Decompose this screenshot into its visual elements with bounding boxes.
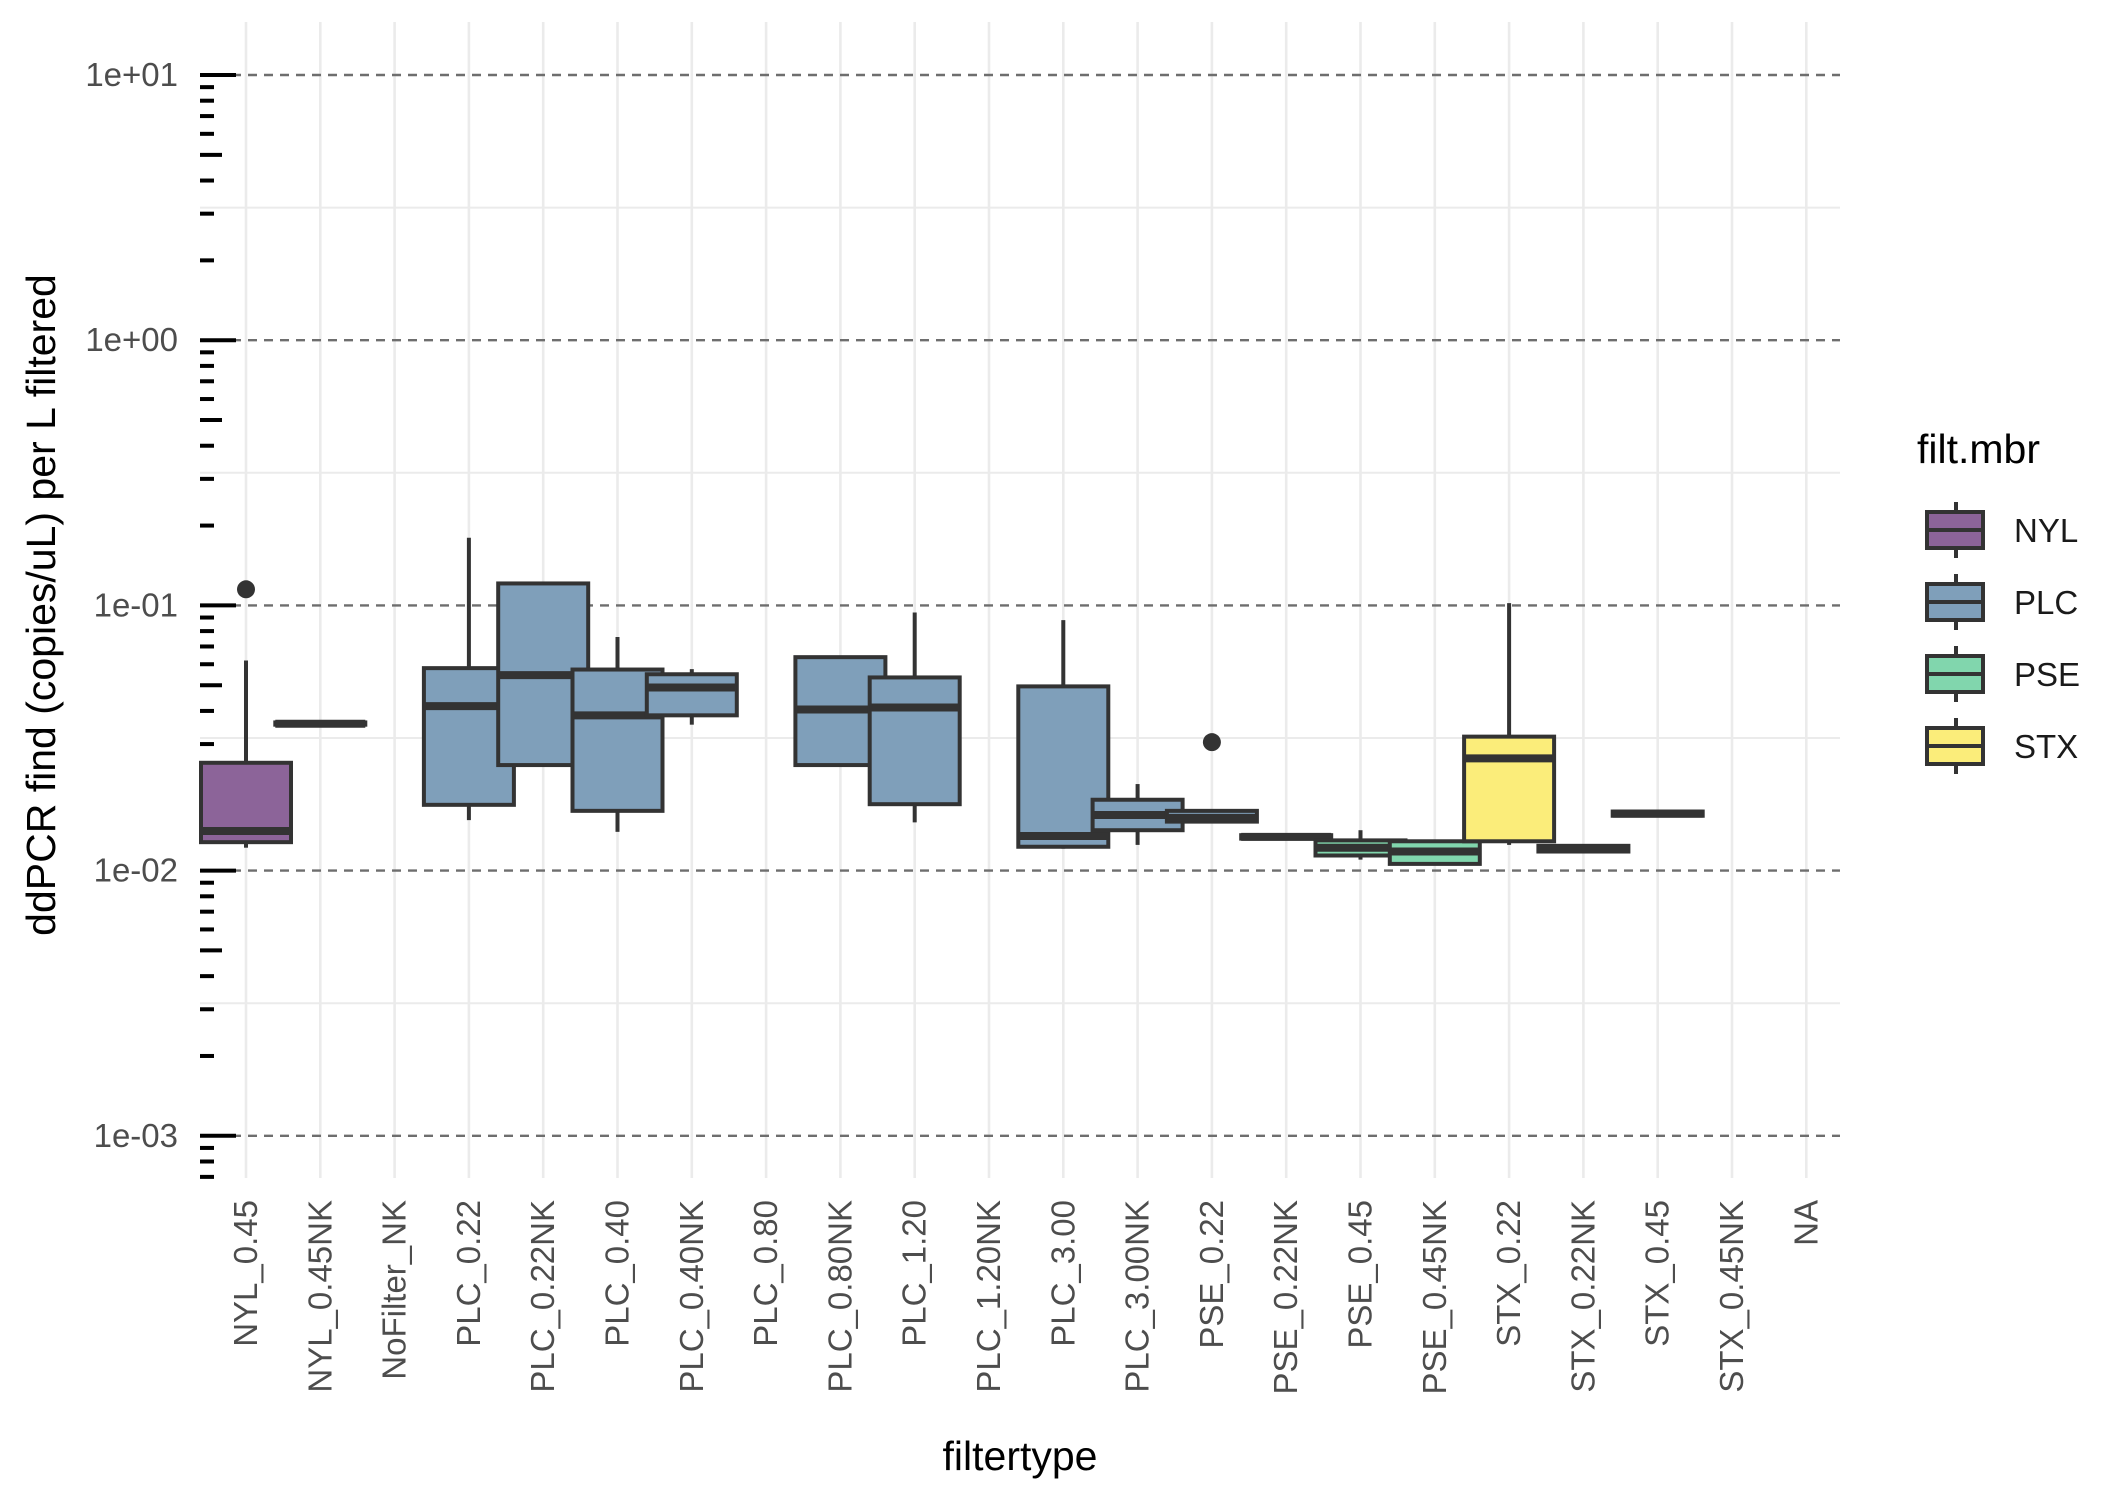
legend-item-stx: STX xyxy=(1925,718,2078,774)
x-tick-label: PLC_0.22 xyxy=(450,1200,487,1347)
box-PSE_0.22 xyxy=(1164,733,1259,824)
x-tick-label: PSE_0.22 xyxy=(1193,1200,1230,1349)
box-PSE_0.45NK xyxy=(1387,839,1482,866)
y-tick-labels: 1e+01 1e+00 1e-01 1e-02 1e-03 xyxy=(85,56,178,1154)
legend-items: NYL PLC PSE STX xyxy=(1925,502,2080,774)
box-PLC_0.40NK xyxy=(644,669,739,725)
y-tick-label: 1e+01 xyxy=(85,56,178,93)
x-axis-title: filtertype xyxy=(943,1433,1098,1479)
box-iqr xyxy=(644,672,739,718)
box-STX_0.45 xyxy=(1610,809,1705,818)
y-rug-layer xyxy=(200,73,236,1179)
x-tick-label: PLC_0.80NK xyxy=(821,1200,858,1393)
x-tick-label: STX_0.45NK xyxy=(1713,1200,1750,1393)
legend-label: NYL xyxy=(2014,512,2078,549)
y-axis-title: ddPCR find (copies/uL) per L filtered xyxy=(18,274,64,936)
x-tick-label: PLC_0.40 xyxy=(599,1200,636,1347)
outlier-point xyxy=(1202,733,1221,752)
grid-layer xyxy=(200,22,1840,1178)
box-NYL_0.45NK xyxy=(273,719,368,728)
x-tick-label: PSE_0.45NK xyxy=(1416,1200,1453,1394)
y-tick-label: 1e-01 xyxy=(94,586,178,623)
x-tick-label: PLC_1.20NK xyxy=(970,1200,1007,1393)
legend-item-pse: PSE xyxy=(1925,646,2080,702)
x-tick-label: PSE_0.45 xyxy=(1342,1200,1379,1349)
outlier-point xyxy=(237,580,255,599)
box-STX_0.22NK xyxy=(1536,843,1631,854)
box-PLC_1.20 xyxy=(867,612,962,823)
x-tick-label: PLC_0.22NK xyxy=(524,1200,561,1393)
x-tick-label: PLC_1.20 xyxy=(896,1200,933,1347)
legend-item-plc: PLC xyxy=(1925,574,2078,630)
box-iqr xyxy=(1462,734,1557,844)
legend-label: PLC xyxy=(2014,584,2078,621)
legend-title: filt.mbr xyxy=(1917,426,2040,472)
x-tick-label: NYL_0.45 xyxy=(227,1200,264,1347)
y-tick-label: 1e+00 xyxy=(85,321,178,358)
x-tick-label: STX_0.45 xyxy=(1639,1200,1676,1347)
box-PSE_0.22NK xyxy=(1239,832,1334,841)
x-tick-label: NA xyxy=(1787,1200,1824,1246)
x-tick-label: PLC_0.80 xyxy=(747,1200,784,1347)
x-tick-label: PLC_3.00 xyxy=(1044,1200,1081,1347)
y-tick-label: 1e-03 xyxy=(94,1117,178,1154)
x-tick-labels: NYL_0.45 NYL_0.45NK NoFilter_NK PLC_0.22 PLC… xyxy=(227,1200,1824,1394)
y-tick-label: 1e-02 xyxy=(94,852,178,889)
box-NYL_0.45 xyxy=(199,580,293,848)
legend-item-nyl: NYL xyxy=(1925,502,2078,558)
x-tick-label: STX_0.22NK xyxy=(1564,1200,1601,1393)
x-tick-label: NoFilter_NK xyxy=(376,1200,413,1380)
x-tick-label: NYL_0.45NK xyxy=(301,1200,338,1393)
legend: filt.mbr NYL PLC PSE STX xyxy=(1917,426,2080,774)
x-tick-label: PLC_3.00NK xyxy=(1119,1200,1156,1393)
legend-label: STX xyxy=(2014,728,2078,765)
box-STX_0.22 xyxy=(1462,603,1557,845)
box-iqr xyxy=(867,675,962,807)
legend-label: PSE xyxy=(2014,656,2080,693)
x-tick-label: STX_0.22 xyxy=(1490,1200,1527,1347)
boxes-layer xyxy=(199,537,1705,866)
x-tick-label: PLC_0.40NK xyxy=(673,1200,710,1393)
x-tick-label: PSE_0.22NK xyxy=(1267,1200,1304,1394)
